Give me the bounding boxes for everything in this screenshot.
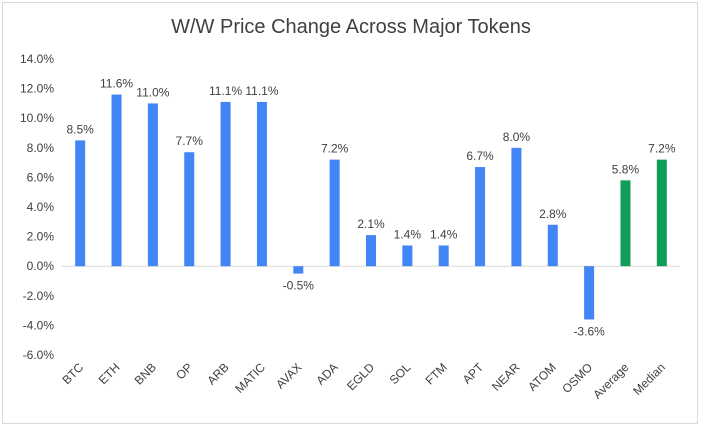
data-label-bnb: 11.0%: [136, 85, 169, 99]
category-label-btc: BTC: [59, 360, 86, 387]
bar-atom: [547, 224, 558, 267]
data-label-eth: 11.6%: [100, 77, 133, 91]
bar-bnb: [147, 103, 158, 267]
data-label-ftm: 1.4%: [430, 227, 458, 241]
y-tick-label: 2.0%: [27, 230, 55, 244]
category-label-arb: ARB: [204, 360, 231, 387]
y-tick-label: 4.0%: [27, 200, 55, 214]
bar-avax: [293, 266, 304, 274]
bar-median: [656, 159, 667, 267]
bar-eth: [111, 94, 122, 267]
y-tick-label: 8.0%: [27, 141, 55, 155]
category-label-ada: ADA: [313, 360, 340, 387]
bar-near: [511, 147, 522, 267]
category-label-median: Median: [630, 360, 668, 398]
y-tick-label: 6.0%: [27, 170, 55, 184]
data-label-apt: 6.7%: [466, 149, 494, 163]
y-tick-label: -6.0%: [23, 348, 55, 362]
bar-arb: [220, 101, 231, 267]
bar-ftm: [438, 245, 449, 267]
category-label-average: Average: [590, 360, 632, 402]
category-label-near: NEAR: [489, 360, 523, 394]
category-label-atom: ATOM: [525, 360, 559, 394]
data-label-op: 7.7%: [176, 134, 204, 148]
category-label-bnb: BNB: [132, 360, 159, 387]
data-label-median: 7.2%: [648, 142, 676, 156]
bar-matic: [256, 101, 267, 267]
category-label-eth: ETH: [96, 360, 123, 387]
data-label-avax: -0.5%: [283, 279, 315, 293]
data-label-arb: 11.1%: [209, 84, 242, 98]
y-tick-label: -2.0%: [23, 289, 55, 303]
data-label-matic: 11.1%: [245, 84, 278, 98]
y-tick-label: 14.0%: [20, 52, 54, 66]
bar-osmo: [584, 266, 595, 320]
category-label-egld: EGLD: [344, 360, 377, 393]
y-tick-label: 12.0%: [20, 82, 54, 96]
bar-average: [620, 180, 631, 267]
bar-egld: [366, 235, 376, 267]
data-label-osmo: -3.6%: [573, 324, 605, 338]
data-label-near: 8.0%: [503, 130, 531, 144]
category-label-avax: AVAX: [273, 360, 304, 391]
category-label-ftm: FTM: [422, 360, 449, 387]
bar-op: [184, 152, 195, 267]
data-label-sol: 1.4%: [394, 227, 422, 241]
y-tick-label: 0.0%: [27, 259, 55, 273]
category-label-matic: MATIC: [232, 360, 268, 396]
category-label-op: OP: [173, 360, 195, 382]
y-tick-label: -4.0%: [23, 318, 55, 332]
category-label-sol: SOL: [387, 360, 414, 387]
data-label-egld: 2.1%: [357, 217, 385, 231]
bar-sol: [402, 245, 413, 267]
bar-btc: [75, 140, 86, 267]
data-label-average: 5.8%: [612, 162, 640, 176]
data-label-atom: 2.8%: [539, 207, 567, 221]
bar-ada: [329, 159, 340, 267]
data-label-btc: 8.5%: [66, 122, 94, 136]
category-label-apt: APT: [460, 360, 487, 387]
data-label-ada: 7.2%: [321, 142, 349, 156]
chart-title: W/W Price Change Across Major Tokens: [171, 16, 531, 38]
bar-apt: [475, 167, 486, 267]
y-tick-label: 10.0%: [20, 111, 54, 125]
